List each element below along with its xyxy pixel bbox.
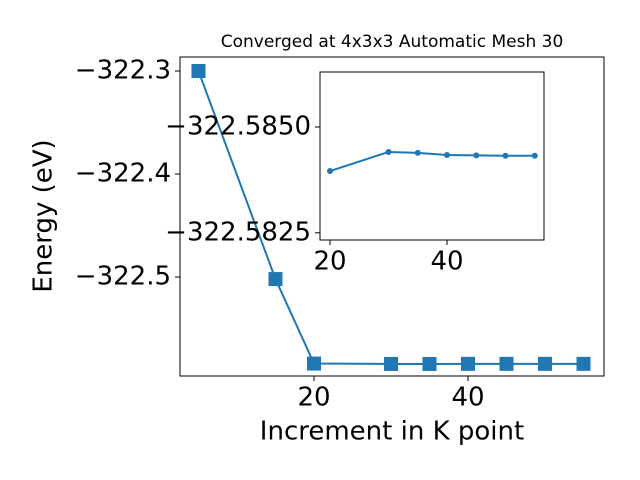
marker <box>499 356 514 371</box>
inset-y-tick-label: −322.5850 <box>165 112 311 142</box>
inset-y-tick-label: −322.5825 <box>165 217 311 247</box>
marker <box>422 356 437 371</box>
inset-axes-frame <box>319 71 545 241</box>
inset-marker <box>502 152 509 159</box>
inset-marker <box>473 152 480 159</box>
inset-marker <box>531 152 538 159</box>
chart-title: Converged at 4x3x3 Automatic Mesh 30 <box>221 32 564 52</box>
marker <box>191 64 206 79</box>
y-axis-label: Energy (eV) <box>29 139 59 292</box>
inset-x-tick-label: 40 <box>430 247 463 277</box>
y-tick-label: −322.5 <box>75 262 171 292</box>
marker <box>461 356 476 371</box>
x-axis-label: Increment in K point <box>260 417 524 447</box>
marker <box>383 356 398 371</box>
axes-frame <box>179 56 605 377</box>
inset-marker <box>414 149 421 156</box>
y-tick-label: −322.4 <box>75 159 171 189</box>
x-tick-label: 20 <box>297 383 330 413</box>
marker <box>576 356 591 371</box>
y-tick-label: −322.3 <box>75 56 171 86</box>
marker <box>538 356 553 371</box>
marker <box>306 356 321 371</box>
marker <box>268 272 283 287</box>
x-tick-label: 40 <box>451 383 484 413</box>
inset-marker <box>444 151 451 158</box>
inset-marker <box>327 168 334 175</box>
inset-x-tick-label: 20 <box>313 247 346 277</box>
inset-marker <box>385 148 392 155</box>
